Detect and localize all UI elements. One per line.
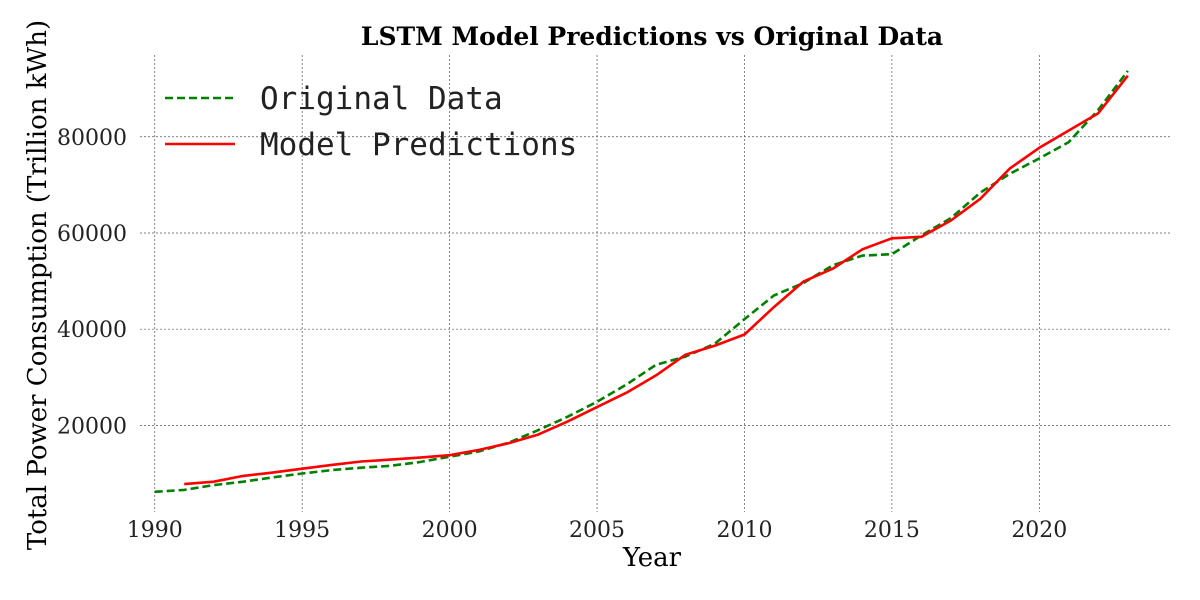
series-line-original xyxy=(154,70,1129,494)
x-axis-label: Year xyxy=(622,543,682,573)
x-tick-labels: 1990 1995 2000 2005 2010 2015 2020 xyxy=(127,518,1068,543)
y-tick-60000: 60000 xyxy=(57,222,127,247)
legend-label-predictions: Model Predictions xyxy=(260,127,577,163)
legend: Original Data Model Predictions xyxy=(165,81,577,163)
x-gridlines xyxy=(154,55,1040,512)
x-tick-1990: 1990 xyxy=(127,518,183,543)
y-tick-20000: 20000 xyxy=(57,414,127,439)
y-axis-label: Total Power Consumption (Trillion kWh) xyxy=(23,20,53,550)
series-line-predictions xyxy=(184,74,1129,486)
y-gridlines xyxy=(140,136,1172,426)
chart-title: LSTM Model Predictions vs Original Data xyxy=(361,22,943,51)
series-layer xyxy=(154,70,1129,494)
y-tick-labels: 20000 40000 60000 80000 xyxy=(57,126,127,440)
x-tick-2010: 2010 xyxy=(716,518,772,543)
y-tick-40000: 40000 xyxy=(57,318,127,343)
x-tick-2020: 2020 xyxy=(1011,518,1067,543)
x-tick-2000: 2000 xyxy=(422,518,478,543)
x-tick-1995: 1995 xyxy=(274,518,330,543)
y-tick-80000: 80000 xyxy=(57,126,127,151)
x-tick-2005: 2005 xyxy=(569,518,625,543)
x-tick-2015: 2015 xyxy=(864,518,920,543)
legend-label-original: Original Data xyxy=(260,81,503,117)
